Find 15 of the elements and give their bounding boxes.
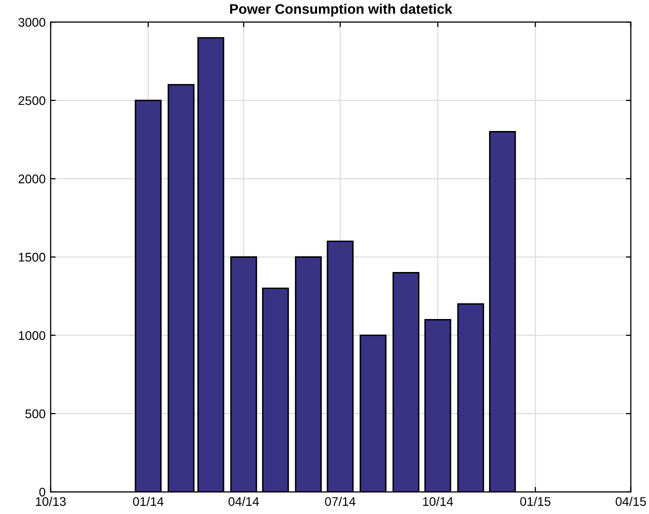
x-tick-label: 10/13 (36, 496, 66, 506)
y-tick-label: 2000 (18, 174, 46, 184)
x-tick-label: 04/14 (228, 496, 259, 506)
x-tick-label: 01/15 (520, 496, 550, 506)
y-tick-label: 3000 (18, 18, 46, 27)
x-tick-label: 07/14 (325, 496, 356, 506)
y-tick-label: 1500 (18, 252, 46, 262)
x-tick-label: 10/14 (423, 496, 454, 506)
y-tick-label: 500 (25, 409, 46, 418)
x-tick-label: 04/15 (616, 496, 646, 506)
y-tick-label: 0 (39, 488, 46, 497)
chart-title: Power Consumption with datetick (230, 4, 452, 17)
y-tick-label: 2500 (18, 96, 46, 106)
x-tick-label: 01/14 (133, 496, 164, 506)
y-tick-label: 1000 (18, 331, 46, 340)
